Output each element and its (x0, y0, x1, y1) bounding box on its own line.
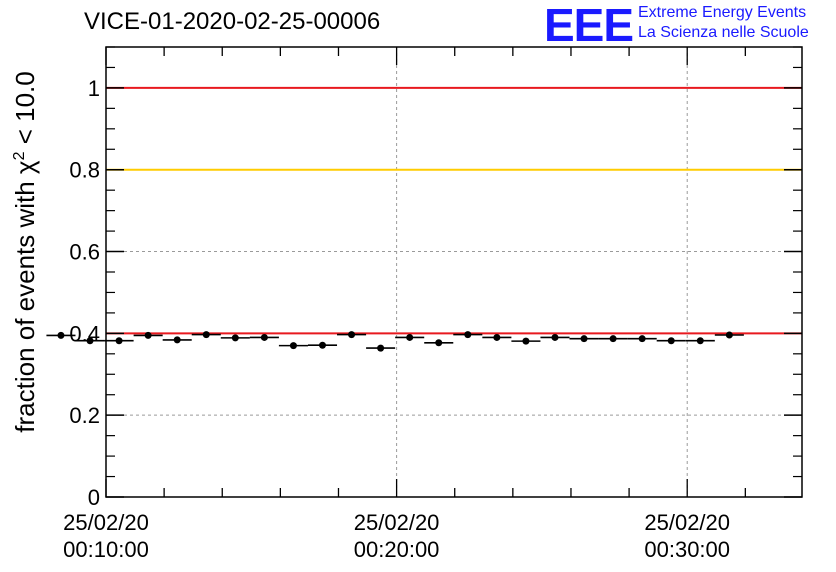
y-axis-label-prefix: fraction of events with (10, 174, 40, 433)
data-point (424, 339, 454, 347)
data-point (627, 335, 657, 343)
data-point (75, 337, 105, 345)
data-point (685, 337, 715, 345)
data-point (162, 336, 192, 344)
x-tick-label-date: 25/02/20 (63, 510, 149, 535)
y-tick-label: 0.2 (69, 403, 100, 428)
data-point-marker (173, 336, 181, 344)
reference-lines (106, 86, 802, 335)
data-point-marker (464, 331, 472, 339)
data-point-marker (144, 331, 152, 339)
data-point (278, 342, 308, 350)
data-point-marker (609, 335, 617, 343)
data-point (46, 331, 76, 339)
data-point (366, 344, 396, 352)
x-tick-label-time: 00:30:00 (644, 537, 730, 562)
data-point (540, 333, 570, 341)
data-point-marker (348, 331, 356, 339)
data-point-marker (57, 331, 65, 339)
x-tick-label-date: 25/02/20 (354, 510, 440, 535)
logo-caption-line1: Extreme Energy Events (638, 4, 807, 21)
logo-caption-line2: La Scienza nelle Scuole (638, 24, 809, 41)
data-point-marker (638, 335, 646, 343)
data-point (714, 331, 744, 339)
data-point (337, 331, 367, 339)
data-point-marker (260, 333, 268, 341)
data-points (46, 331, 744, 352)
data-point (191, 331, 221, 339)
data-point (249, 333, 279, 341)
data-point-marker (522, 337, 530, 345)
data-point (511, 337, 541, 345)
data-point-marker (493, 333, 501, 341)
data-point (482, 333, 512, 341)
y-tick-label: 1 (88, 76, 100, 101)
grid-lines (105, 47, 802, 497)
x-tick-label-date: 25/02/20 (644, 510, 730, 535)
logo-caption: Extreme Energy Events La Scienza nelle S… (638, 3, 809, 43)
y-tick-label: 0.8 (69, 158, 100, 183)
y-tick-label: 0.6 (69, 240, 100, 265)
y-axis-label-chi: χ (10, 160, 40, 174)
data-point-marker (231, 334, 239, 342)
plot-frame (105, 46, 803, 498)
data-point (656, 337, 686, 345)
data-point-marker (725, 331, 733, 339)
data-point-marker (289, 342, 297, 350)
data-point-marker (551, 333, 559, 341)
x-tick-label-time: 00:20:00 (354, 537, 440, 562)
y-axis: 0 0.2 0.4 0.6 0.8 1 (69, 46, 802, 510)
data-point (569, 335, 599, 343)
data-point-marker (202, 331, 210, 339)
data-point (133, 331, 163, 339)
eee-logo: EEE (544, 0, 634, 51)
data-point-marker (580, 335, 588, 343)
data-point-marker (86, 337, 94, 345)
data-point (395, 333, 425, 341)
y-axis-label: fraction of events with χ2 < 10.0 (10, 71, 40, 432)
x-axis: 25/02/2000:10:0025/02/2000:20:0025/02/20… (63, 47, 746, 562)
data-point (220, 334, 250, 342)
data-point (453, 331, 483, 339)
data-point (307, 341, 338, 349)
data-point-marker (115, 337, 123, 345)
data-point-marker (435, 339, 443, 347)
data-point-marker (696, 337, 704, 345)
data-point (104, 337, 134, 345)
data-point-marker (377, 344, 385, 352)
data-point-marker (406, 333, 414, 341)
y-axis-label-exponent: 2 (11, 151, 28, 160)
y-tick-label: 0.4 (69, 321, 100, 346)
data-point (598, 335, 628, 343)
y-tick-label: 0 (88, 485, 100, 510)
x-tick-label-time: 00:10:00 (63, 537, 149, 562)
data-point-marker (319, 341, 327, 349)
chart-title: VICE-01-2020-02-25-00006 (84, 8, 381, 35)
y-axis-label-suffix: < 10.0 (10, 71, 40, 151)
data-point-marker (667, 337, 675, 345)
